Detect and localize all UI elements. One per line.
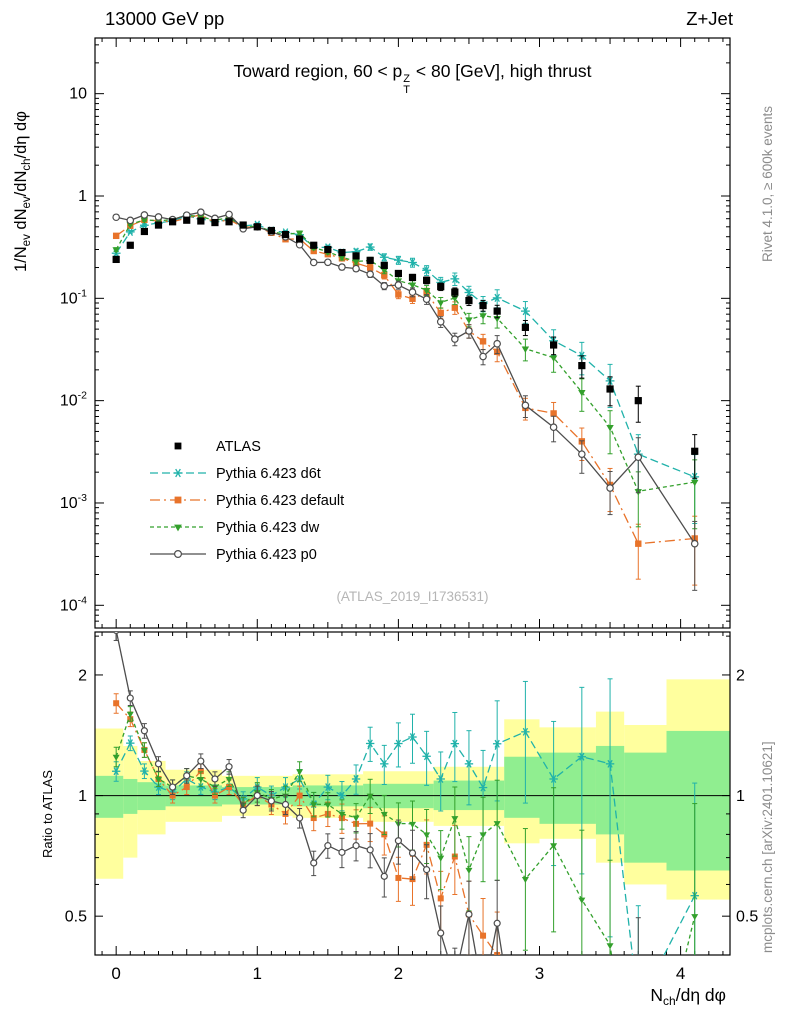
ratio-panel-frame: [94, 631, 731, 956]
legend: ATLAS Pythia 6.423 d6t Pythia 6.423 defaul…: [150, 439, 344, 563]
series-d6t-main: [111, 211, 700, 525]
plot-title-pre: Toward region, 60 < p: [233, 61, 403, 81]
pt-superscript: Z: [403, 73, 411, 85]
svg-text:10-2: 10-2: [60, 390, 87, 410]
svg-text:1: 1: [78, 788, 87, 805]
pt-subscript: T: [403, 84, 411, 96]
plot-title-post: < 80 [GeV], high thrust: [411, 61, 592, 81]
series-atlas-main: [112, 216, 699, 479]
tick-labels: 10 1 10-1 10-2 10-3 10-4 0 1 2 3 4 2 2 1 1 0.5 0.5: [60, 86, 758, 983]
svg-text:10-1: 10-1: [60, 287, 87, 307]
svg-text:2: 2: [736, 667, 745, 684]
axis-ticks: [95, 38, 730, 955]
svg-text:10: 10: [69, 86, 87, 103]
legend-label-default: Pythia 6.423 default: [216, 493, 344, 509]
svg-text:1: 1: [78, 188, 87, 205]
ratio-axis-label: Ratio to ATLAS: [40, 770, 55, 858]
y-axis-title: 1/Nev dNev/dNch/dη dφ: [12, 111, 33, 272]
series-p0-ratio: [112, 632, 641, 955]
svg-text:0.5: 0.5: [736, 909, 758, 926]
svg-text:1: 1: [253, 964, 262, 983]
svg-text:0: 0: [111, 964, 120, 983]
process-label: Z+Jet: [686, 8, 733, 29]
svg-text:3: 3: [535, 964, 544, 983]
collision-energy-label: 13000 GeV pp: [105, 8, 225, 29]
svg-text:0.5: 0.5: [65, 909, 87, 926]
analysis-id-watermark: (ATLAS_2019_I1736531): [336, 589, 489, 604]
legend-label-dw: Pythia 6.423 dw: [216, 520, 320, 536]
svg-text:10-4: 10-4: [60, 594, 87, 614]
mcplots-reference-note: mcplots.cern.ch [arXiv:2401.10621]: [760, 741, 775, 953]
main-panel-frame: [94, 37, 731, 629]
legend-label-atlas: ATLAS: [216, 439, 261, 455]
header: 13000 GeV pp Z+Jet: [95, 8, 733, 30]
svg-text:1: 1: [736, 788, 745, 805]
svg-text:4: 4: [676, 964, 685, 983]
legend-label-p0: Pythia 6.423 p0: [216, 547, 317, 563]
svg-text:2: 2: [78, 667, 87, 684]
x-axis-title: Nch/dη dφ: [650, 985, 726, 1008]
svg-text:2: 2: [394, 964, 403, 983]
svg-text:10-3: 10-3: [60, 492, 87, 512]
rivet-version-note: Rivet 4.1.0, ≥ 600k events: [760, 106, 775, 262]
legend-label-d6t: Pythia 6.423 d6t: [216, 466, 321, 482]
